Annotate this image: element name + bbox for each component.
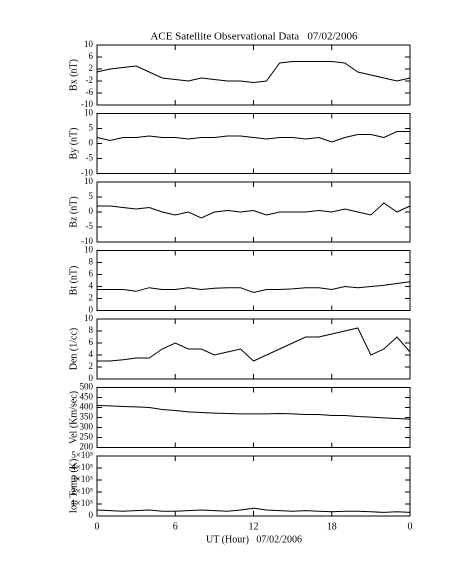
x-tick-label: 18 [327, 521, 337, 532]
y-axis-label: By (nT) [68, 128, 79, 160]
y-axis-label: Bx (nT) [68, 59, 79, 91]
y-tick-label: 450 [80, 392, 94, 402]
y-tick-label: 250 [80, 432, 94, 442]
y-tick-label: 0 [89, 510, 94, 520]
y-tick-label: 6 [89, 51, 94, 61]
y-tick-label: 5 [89, 191, 94, 201]
y-tick-label: -10 [81, 99, 93, 109]
y-tick-label: 6 [89, 337, 94, 347]
y-tick-label: -6 [86, 87, 94, 97]
y-tick-label: 400 [80, 402, 94, 412]
y-axis-label: Bt (nT) [68, 266, 79, 296]
y-tick-label: 4×10⁵ [71, 462, 93, 472]
y-tick-label: 2×10⁵ [71, 486, 93, 496]
x-tick-label: 6 [173, 521, 178, 532]
y-tick-label: 1×10⁵ [71, 498, 93, 508]
y-tick-label: 3×10⁵ [71, 474, 93, 484]
data-line [96, 507, 411, 513]
panel-frame [96, 455, 411, 517]
y-tick-label: 4 [89, 349, 94, 359]
data-line [96, 405, 411, 420]
y-tick-label: -5 [86, 221, 94, 231]
y-tick-label: 350 [80, 412, 94, 422]
y-tick-label: 0 [89, 138, 94, 148]
panel-frame [96, 387, 411, 448]
y-tick-label: 0 [89, 206, 94, 216]
y-axis-label: Ion Temp (K) [68, 459, 79, 514]
y-tick-label: 0 [89, 373, 94, 383]
y-axis-label: Bz (nT) [68, 196, 79, 227]
y-tick-label: -2 [86, 75, 94, 85]
y-axis-label: Vel (Km/sec) [68, 391, 79, 444]
y-tick-label: 10 [84, 39, 94, 49]
x-tick-label: 12 [249, 521, 259, 532]
y-tick-label: 8 [89, 257, 94, 267]
data-line [97, 327, 411, 362]
y-tick-label: 2 [89, 63, 94, 73]
data-line [97, 281, 411, 294]
y-tick-label: 2 [89, 293, 94, 303]
x-tick-label: 0 [95, 521, 100, 532]
y-tick-label: -10 [81, 236, 93, 246]
y-tick-label: 8 [89, 325, 94, 335]
panel-frame [96, 318, 411, 380]
y-tick-label: 10 [84, 245, 94, 255]
x-axis-label: UT (Hour) 07/02/2006 [206, 534, 302, 545]
data-line [97, 202, 411, 219]
data-line [96, 61, 411, 84]
y-tick-label: 5×10⁵ [71, 450, 93, 460]
panel-frame [96, 113, 411, 174]
y-tick-label: 10 [84, 313, 94, 323]
y-tick-label: -10 [81, 168, 93, 178]
y-tick-label: -5 [86, 153, 94, 163]
y-tick-label: 0 [89, 305, 94, 315]
y-tick-label: 5 [89, 123, 94, 133]
y-tick-label: 200 [80, 442, 94, 452]
panel-frame [96, 44, 411, 106]
chart-title: ACE Satellite Observational Data 07/02/2… [150, 31, 358, 43]
y-tick-label: 6 [89, 269, 94, 279]
y-tick-label: 2 [89, 361, 94, 371]
y-axis-label: Den (1/cc) [68, 328, 79, 370]
panel-frame [96, 250, 411, 311]
y-tick-label: 500 [80, 382, 94, 392]
y-tick-label: 10 [84, 176, 94, 186]
x-tick-label: 0 [408, 521, 413, 532]
y-tick-label: 10 [84, 108, 94, 118]
y-tick-label: 300 [80, 422, 94, 432]
panel-frame [96, 181, 411, 243]
data-line [96, 131, 410, 143]
y-tick-label: 4 [89, 281, 94, 291]
